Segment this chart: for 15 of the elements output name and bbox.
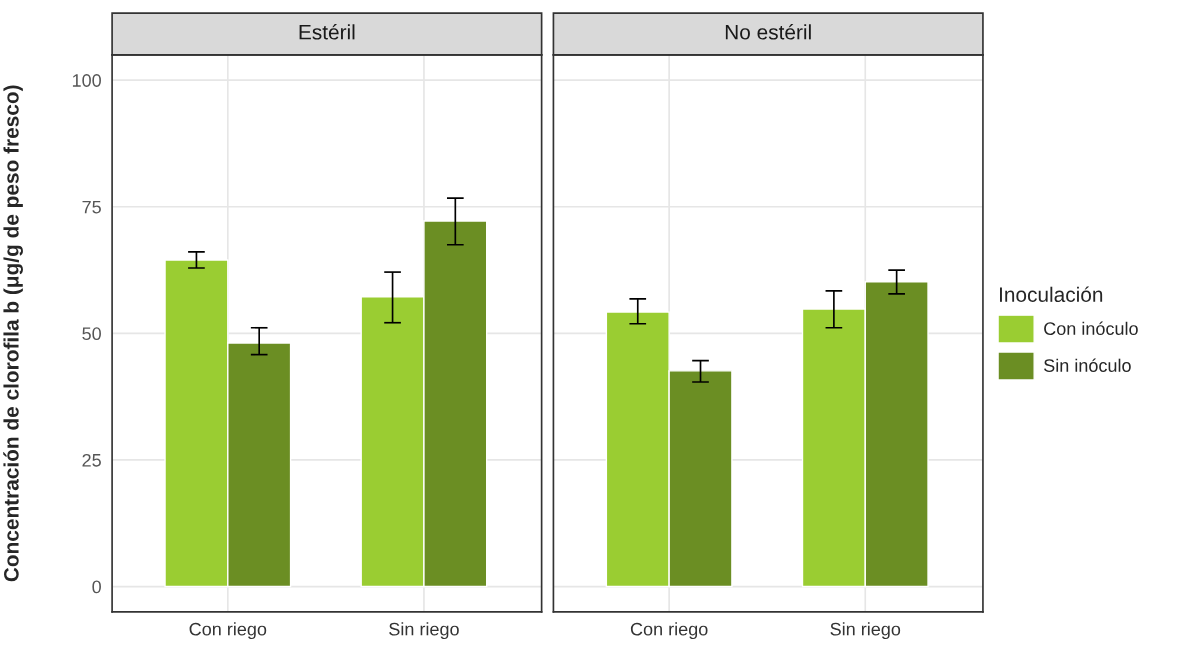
chart-title: No estéril [725, 24, 811, 40]
x-tick-label: Con riego [189, 622, 267, 640]
y-tick-label: 50 [82, 327, 101, 341]
y-tick-label: 100 [72, 74, 101, 87]
legend-label: Sin inóculo [1044, 358, 1131, 372]
y-tick-label: 25 [82, 453, 101, 467]
x-tick-label: Sin riego [389, 622, 459, 640]
legend-title: Inoculación [999, 286, 1103, 303]
legend-label: Con inóculo [1044, 321, 1138, 336]
y-tick-label: 0 [92, 580, 101, 594]
y-tick-label: 75 [82, 200, 101, 214]
chart-title: Estéril [299, 24, 355, 40]
x-tick-label: Con riego [630, 622, 708, 640]
y-axis-title: Concentración de clorofila b (μg/g de peso fresco) [3, 85, 23, 582]
x-tick-label: Sin riego [830, 622, 901, 640]
